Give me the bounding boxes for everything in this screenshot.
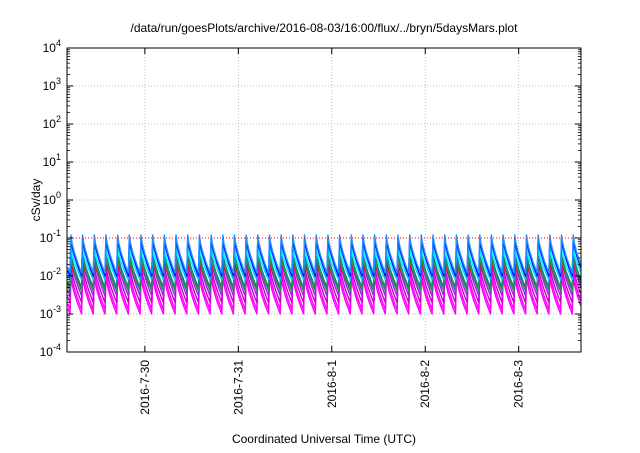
- y-axis-label: cSv/day: [29, 179, 43, 222]
- series-line-6: [67, 254, 582, 292]
- x-axis-label: Coordinated Universal Time (UTC): [232, 432, 416, 446]
- chart-title: /data/run/goesPlots/archive/2016-08-03/1…: [131, 21, 519, 35]
- series-line-2: [67, 263, 582, 304]
- y-tick-label: 103: [43, 76, 61, 93]
- y-tick-label: 100: [43, 190, 61, 207]
- x-tick-label: 2016-7-30: [138, 360, 152, 415]
- x-tick-label: 2016-8-1: [325, 360, 339, 408]
- axes: 10-4 10-3 10-2 10-1 100 101 102 103 104 2016-7-30…: [40, 38, 582, 415]
- x-tick-label: 2016-7-31: [231, 360, 245, 415]
- series-line-8: [67, 248, 582, 277]
- y-tick-label: 10-3: [40, 304, 61, 321]
- x-tick-label: 2016-8-2: [418, 360, 432, 408]
- y-tick-label: 104: [43, 38, 61, 55]
- plot-frame: [66, 47, 582, 353]
- y-tick-label: 10-4: [40, 342, 61, 359]
- x-tick-label: 2016-8-3: [512, 360, 526, 408]
- series-group: [67, 234, 582, 315]
- series-line-10: [67, 234, 582, 274]
- y-tick-label: 10-1: [40, 228, 61, 245]
- y-tick-label: 10-2: [40, 266, 61, 283]
- y-tick-label: 101: [43, 152, 61, 169]
- series-line-1: [67, 269, 582, 311]
- series-line-0: [67, 275, 582, 315]
- y-tick-label: 102: [43, 114, 61, 131]
